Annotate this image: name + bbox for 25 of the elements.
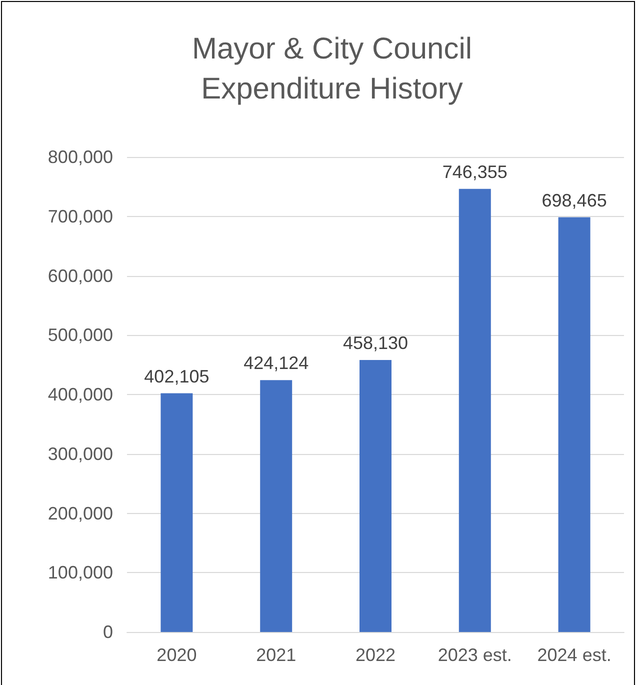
y-tick-label: 700,000 (48, 206, 113, 226)
chart-title: Mayor & City Council Expenditure History (192, 32, 472, 106)
y-tick-label: 500,000 (48, 325, 113, 346)
y-tick-label: 300,000 (48, 444, 113, 464)
bar (458, 188, 491, 632)
data-label: 746,355 (442, 162, 508, 182)
y-tick-label: 200,000 (48, 503, 113, 524)
x-tick-label: 2024 est. (537, 645, 612, 665)
data-label: 698,465 (542, 190, 607, 210)
data-label: 402,105 (144, 366, 210, 386)
data-label: 458,130 (342, 332, 408, 353)
x-tick-label: 2021 (256, 645, 296, 665)
y-tick-label: 600,000 (48, 266, 113, 286)
x-tick-label: 2022 (355, 645, 396, 665)
data-label: 424,124 (244, 353, 309, 374)
bar (260, 380, 292, 632)
bar (360, 360, 392, 632)
y-tick-label: 800,000 (48, 147, 113, 167)
y-tick-label: 400,000 (48, 384, 113, 404)
x-tick-label: 2023 est. (438, 645, 512, 665)
y-tick-label: 100,000 (48, 562, 113, 583)
bar (160, 393, 193, 632)
x-tick-label: 2020 (156, 645, 197, 665)
y-tick-label: 0 (102, 622, 113, 642)
bar (558, 217, 590, 632)
